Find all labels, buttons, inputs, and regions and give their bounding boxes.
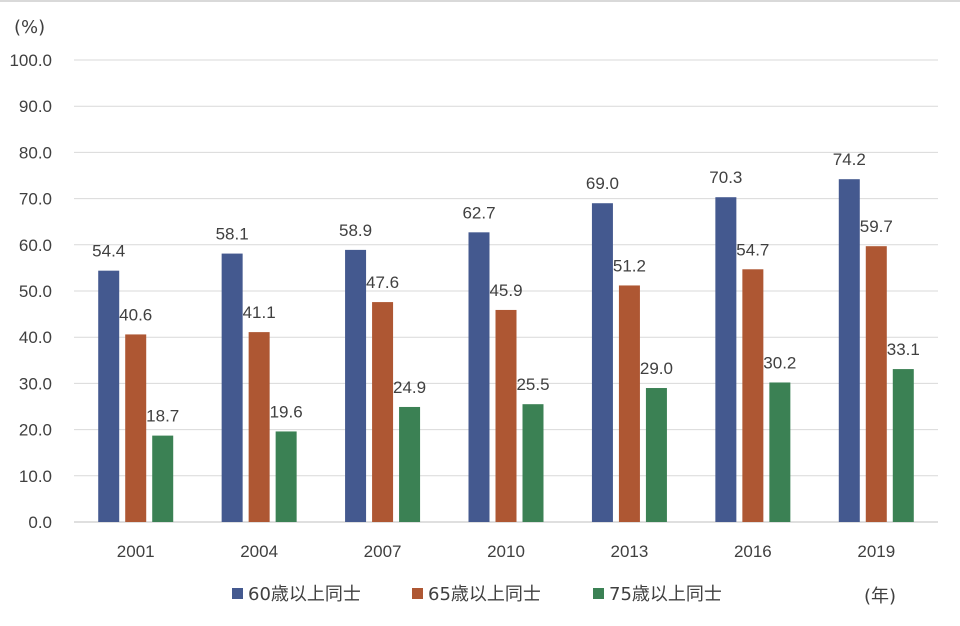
data-label: 54.7: [736, 240, 769, 259]
y-tick-label: 10.0: [19, 467, 52, 486]
bar: [715, 197, 737, 523]
data-label: 33.1: [887, 340, 920, 359]
data-label: 62.7: [462, 203, 495, 222]
legend-swatch: [412, 588, 423, 599]
gridlines: [74, 59, 938, 523]
bar: [221, 253, 243, 522]
bar: [275, 431, 297, 522]
data-label: 24.9: [393, 378, 426, 397]
data-label: 40.6: [119, 305, 152, 324]
data-labels: 54.4 40.6 18.7 58.1 41.1 19.6 58.9 47.6 24.9 62.7…: [92, 150, 920, 425]
bar: [865, 246, 887, 522]
y-axis-ticks: 0.0 10.0 20.0 30.0 40.0 50.0 60.0 70.0 80.0 90.0 1…: [9, 51, 52, 532]
bars: [98, 179, 914, 523]
legend-label: 65歳以上同士: [428, 584, 541, 605]
x-tick-label: 2016: [734, 542, 772, 561]
y-axis-unit: (%): [14, 17, 45, 38]
bar: [468, 232, 490, 523]
bar: [645, 388, 667, 522]
x-tick-label: 2007: [364, 542, 402, 561]
bar: [892, 369, 914, 522]
y-tick-label: 0.0: [28, 513, 52, 532]
y-tick-label: 80.0: [19, 143, 52, 162]
bar: [372, 302, 394, 522]
bar: [742, 269, 764, 522]
y-tick-label: 70.0: [19, 190, 52, 209]
data-label: 41.1: [243, 303, 276, 322]
x-tick-label: 2013: [611, 542, 649, 561]
data-label: 58.1: [216, 225, 249, 244]
y-tick-label: 90.0: [19, 97, 52, 116]
legend-swatch: [232, 588, 243, 599]
data-label: 29.0: [640, 359, 673, 378]
bar: [769, 382, 791, 522]
y-tick-label: 40.0: [19, 328, 52, 347]
bar: [495, 309, 517, 522]
bar: [618, 285, 640, 522]
data-label: 47.6: [366, 273, 399, 292]
bar: [98, 270, 120, 522]
bar: [345, 249, 367, 522]
bar: [248, 332, 270, 522]
x-tick-label: 2019: [857, 542, 895, 561]
top-border: [0, 0, 960, 2]
legend-swatch: [593, 588, 604, 599]
data-label: 58.9: [339, 221, 372, 240]
legend: 60歳以上同士 65歳以上同士 75歳以上同士: [232, 584, 722, 605]
data-label: 51.2: [613, 256, 646, 275]
legend-label: 60歳以上同士: [248, 584, 361, 605]
data-label: 70.3: [709, 168, 742, 187]
data-label: 59.7: [860, 217, 893, 236]
legend-label: 75歳以上同士: [609, 584, 722, 605]
data-label: 45.9: [489, 281, 522, 300]
bar: [125, 334, 147, 522]
x-tick-label: 2004: [240, 542, 278, 561]
data-label: 69.0: [586, 174, 619, 193]
x-axis-ticks: 2001 2004 2007 2010 2013 2016 2019: [117, 542, 895, 561]
data-label: 25.5: [516, 375, 549, 394]
bar: [522, 404, 544, 522]
data-label: 18.7: [146, 407, 179, 426]
x-tick-label: 2001: [117, 542, 155, 561]
data-label: 74.2: [833, 150, 866, 169]
bar: [399, 406, 421, 522]
y-tick-label: 20.0: [19, 421, 52, 440]
data-label: 54.4: [92, 242, 125, 261]
y-tick-label: 50.0: [19, 282, 52, 301]
x-axis-unit: (年): [864, 586, 896, 607]
bar: [838, 179, 860, 523]
data-label: 19.6: [270, 402, 303, 421]
data-label: 30.2: [763, 353, 796, 372]
y-tick-label: 100.0: [9, 51, 52, 70]
y-tick-label: 30.0: [19, 374, 52, 393]
y-tick-label: 60.0: [19, 236, 52, 255]
bar: [152, 435, 174, 522]
bar: [591, 203, 613, 522]
x-tick-label: 2010: [487, 542, 525, 561]
